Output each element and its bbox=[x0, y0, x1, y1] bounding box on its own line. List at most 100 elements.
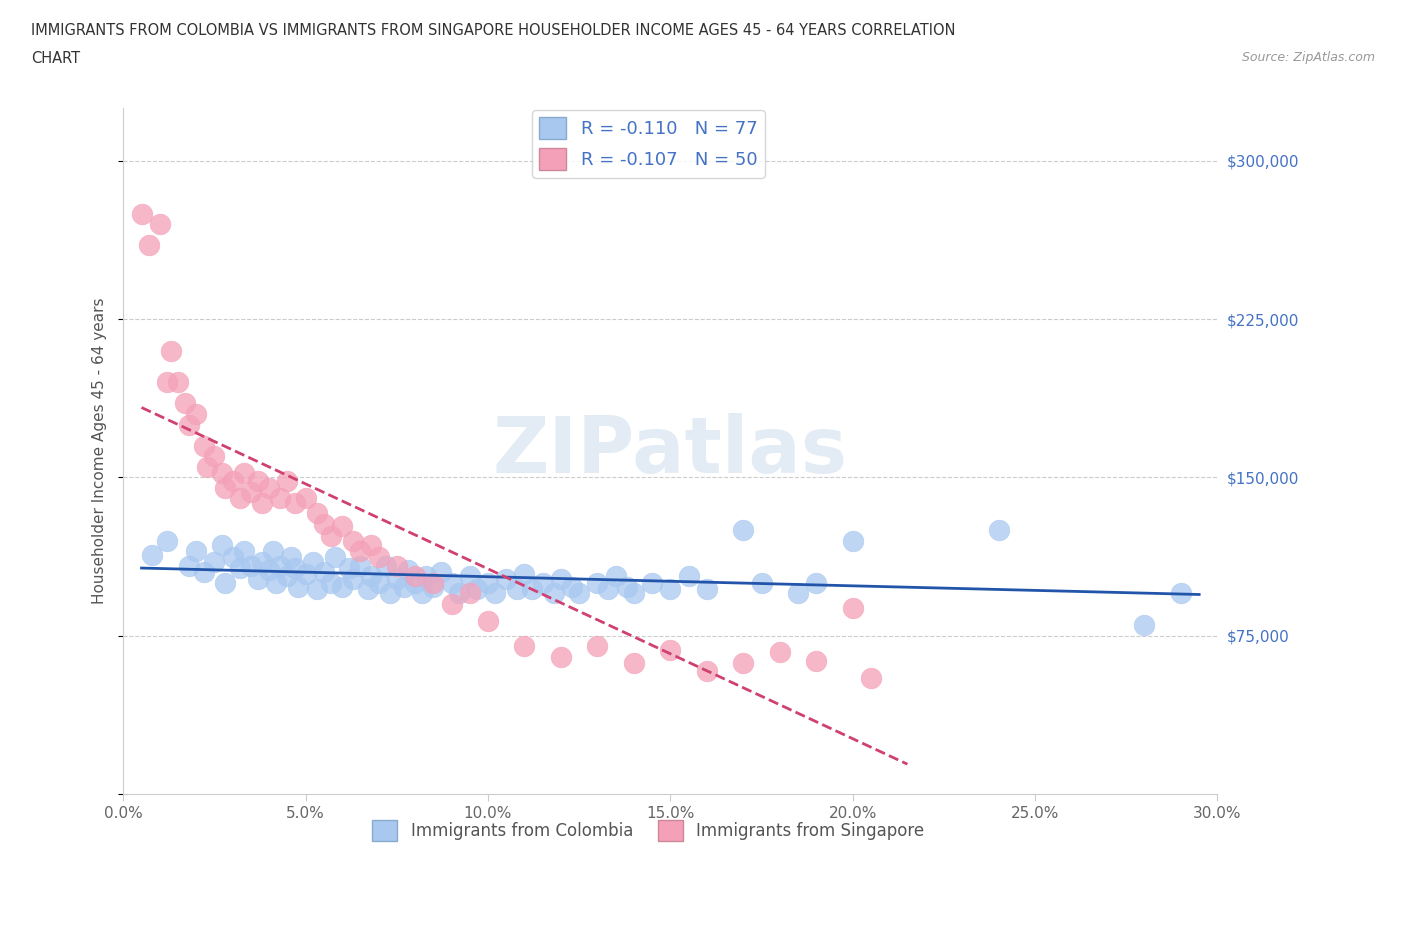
Point bbox=[269, 491, 291, 506]
Point bbox=[385, 558, 408, 573]
Point bbox=[465, 581, 488, 596]
Point bbox=[586, 576, 609, 591]
Point bbox=[367, 550, 389, 565]
Point bbox=[641, 576, 664, 591]
Point bbox=[302, 554, 325, 569]
Point bbox=[193, 438, 215, 453]
Point bbox=[550, 649, 572, 664]
Point bbox=[177, 417, 200, 432]
Point bbox=[349, 558, 371, 573]
Text: Source: ZipAtlas.com: Source: ZipAtlas.com bbox=[1241, 51, 1375, 64]
Point bbox=[696, 581, 718, 596]
Point bbox=[623, 656, 645, 671]
Point bbox=[149, 217, 172, 232]
Point bbox=[696, 664, 718, 679]
Point bbox=[806, 654, 828, 669]
Point bbox=[422, 576, 444, 591]
Point bbox=[222, 550, 245, 565]
Point bbox=[404, 576, 426, 591]
Point bbox=[167, 375, 190, 390]
Point bbox=[214, 481, 236, 496]
Point bbox=[769, 645, 792, 660]
Point bbox=[276, 474, 298, 489]
Point bbox=[186, 406, 208, 421]
Point bbox=[204, 449, 226, 464]
Y-axis label: Householder Income Ages 45 - 64 years: Householder Income Ages 45 - 64 years bbox=[93, 298, 107, 604]
Point bbox=[374, 558, 396, 573]
Point bbox=[396, 563, 419, 578]
Point bbox=[138, 238, 160, 253]
Point bbox=[287, 579, 309, 594]
Point bbox=[229, 561, 252, 576]
Point bbox=[330, 518, 353, 533]
Point bbox=[269, 558, 291, 573]
Point bbox=[841, 601, 863, 616]
Point bbox=[294, 567, 316, 582]
Point bbox=[422, 579, 444, 594]
Point bbox=[751, 576, 773, 591]
Point bbox=[141, 548, 163, 563]
Point bbox=[429, 565, 451, 579]
Point bbox=[266, 576, 288, 591]
Point bbox=[586, 639, 609, 654]
Point bbox=[598, 581, 620, 596]
Point bbox=[232, 544, 254, 559]
Point bbox=[659, 581, 682, 596]
Text: CHART: CHART bbox=[31, 51, 80, 66]
Point bbox=[561, 579, 583, 594]
Point bbox=[520, 581, 543, 596]
Point bbox=[195, 459, 218, 474]
Point bbox=[214, 576, 236, 591]
Point bbox=[193, 565, 215, 579]
Point bbox=[484, 586, 506, 601]
Point bbox=[211, 466, 233, 481]
Point bbox=[204, 554, 226, 569]
Text: IMMIGRANTS FROM COLOMBIA VS IMMIGRANTS FROM SINGAPORE HOUSEHOLDER INCOME AGES 45: IMMIGRANTS FROM COLOMBIA VS IMMIGRANTS F… bbox=[31, 23, 956, 38]
Point bbox=[349, 544, 371, 559]
Point bbox=[239, 558, 262, 573]
Point bbox=[458, 586, 481, 601]
Point bbox=[506, 581, 529, 596]
Point bbox=[385, 571, 408, 586]
Point bbox=[156, 375, 179, 390]
Point bbox=[330, 579, 353, 594]
Point bbox=[477, 613, 499, 628]
Point bbox=[257, 481, 280, 496]
Point bbox=[616, 579, 638, 594]
Point bbox=[305, 506, 328, 521]
Point bbox=[1170, 586, 1192, 601]
Point bbox=[211, 538, 233, 552]
Legend: Immigrants from Colombia, Immigrants from Singapore: Immigrants from Colombia, Immigrants fro… bbox=[366, 814, 931, 847]
Point bbox=[342, 571, 364, 586]
Point bbox=[568, 586, 591, 601]
Point bbox=[312, 516, 335, 531]
Point bbox=[841, 533, 863, 548]
Point bbox=[239, 485, 262, 499]
Point bbox=[367, 576, 389, 591]
Point bbox=[440, 596, 463, 611]
Point bbox=[262, 544, 284, 559]
Point bbox=[787, 586, 810, 601]
Point bbox=[733, 656, 755, 671]
Point bbox=[605, 569, 627, 584]
Point bbox=[284, 495, 307, 510]
Point bbox=[477, 576, 499, 591]
Point bbox=[806, 576, 828, 591]
Point bbox=[447, 586, 470, 601]
Point bbox=[415, 569, 437, 584]
Point bbox=[186, 544, 208, 559]
Point bbox=[305, 581, 328, 596]
Point bbox=[360, 569, 382, 584]
Point bbox=[247, 474, 270, 489]
Point bbox=[623, 586, 645, 601]
Point bbox=[550, 571, 572, 586]
Point bbox=[280, 550, 302, 565]
Point bbox=[247, 571, 270, 586]
Point bbox=[339, 561, 361, 576]
Point bbox=[276, 569, 298, 584]
Point bbox=[531, 576, 554, 591]
Point bbox=[342, 533, 364, 548]
Point bbox=[543, 586, 565, 601]
Point bbox=[360, 538, 382, 552]
Point bbox=[232, 466, 254, 481]
